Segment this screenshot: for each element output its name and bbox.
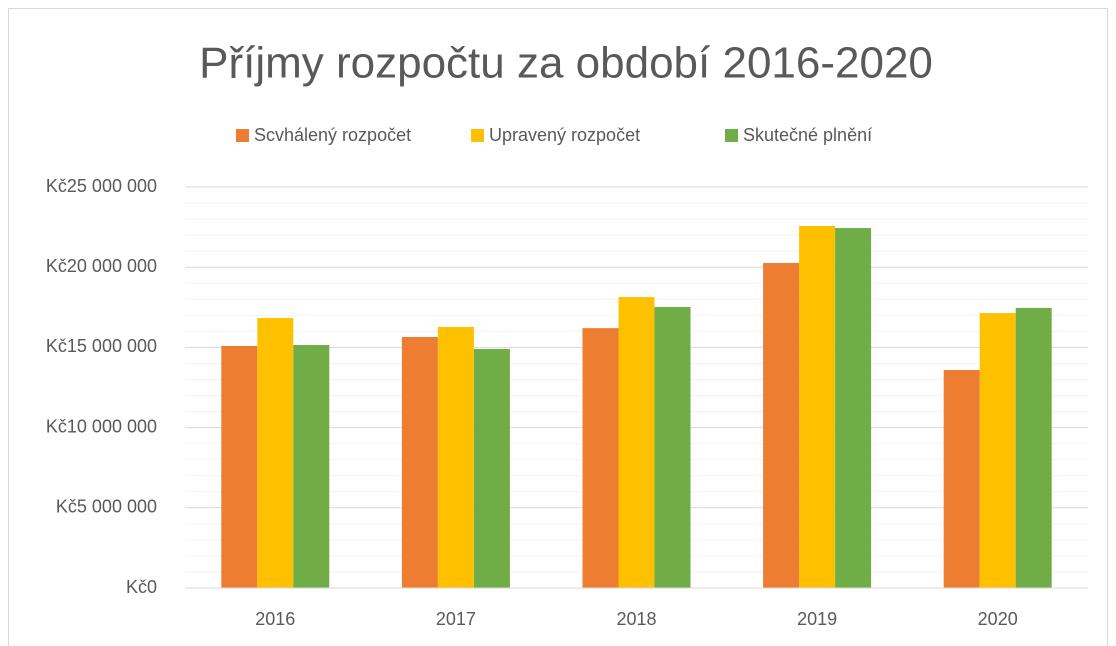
x-tick-label: 2017 bbox=[436, 609, 476, 629]
bar bbox=[654, 306, 691, 588]
y-tick-label: Kč15 000 000 bbox=[46, 336, 157, 356]
bar bbox=[835, 228, 872, 589]
bar bbox=[618, 297, 655, 588]
bar bbox=[473, 349, 510, 588]
x-tick-label: 2018 bbox=[616, 609, 656, 629]
bar bbox=[1015, 307, 1052, 588]
x-tick-label: 2020 bbox=[978, 609, 1018, 629]
bar bbox=[221, 345, 258, 588]
y-tick-label: Kč10 000 000 bbox=[46, 416, 157, 436]
chart-border bbox=[8, 8, 1108, 646]
bar bbox=[293, 344, 330, 588]
bar bbox=[437, 327, 474, 588]
legend-label: Skutečné plnění bbox=[743, 125, 872, 145]
y-tick-label: Kč0 bbox=[126, 577, 157, 597]
legend-swatch bbox=[725, 129, 738, 142]
x-tick-label: 2016 bbox=[255, 609, 295, 629]
bar bbox=[763, 263, 800, 588]
bar bbox=[582, 328, 619, 588]
legend-label: Scvhálený rozpočet bbox=[254, 125, 411, 145]
y-tick-label: Kč20 000 000 bbox=[46, 256, 157, 276]
y-tick-label: Kč25 000 000 bbox=[46, 176, 157, 196]
x-tick-label: 2019 bbox=[797, 609, 837, 629]
bar bbox=[943, 370, 980, 588]
chart-title: Příjmy rozpočtu za období 2016-2020 bbox=[199, 39, 933, 88]
legend-label: Upravený rozpočet bbox=[489, 125, 640, 145]
legend-swatch bbox=[236, 129, 249, 142]
bar bbox=[401, 336, 438, 588]
bar bbox=[799, 225, 836, 588]
bar bbox=[257, 318, 294, 588]
legend-swatch bbox=[471, 129, 484, 142]
y-tick-label: Kč5 000 000 bbox=[56, 497, 157, 517]
bar bbox=[979, 313, 1016, 588]
